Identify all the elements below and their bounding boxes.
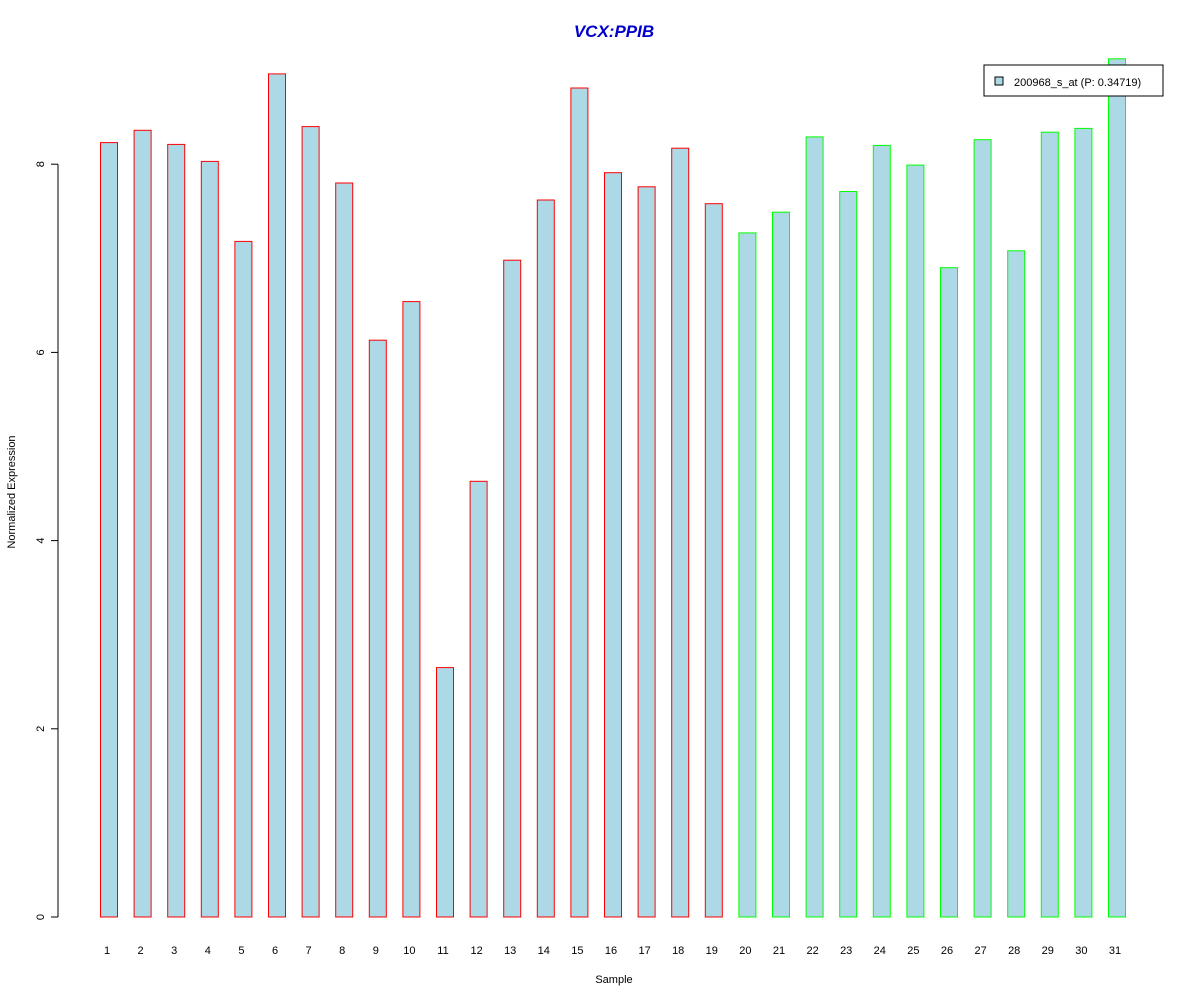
bar-sample-26 <box>940 267 958 918</box>
chart-title: VCX:PPIB <box>574 22 654 41</box>
y-axis: 0 2 4 6 8 <box>35 161 59 920</box>
bar-sample-24 <box>872 144 891 918</box>
bars-group <box>100 58 1126 918</box>
bar-sample-16 <box>604 172 622 918</box>
bar-sample-2 <box>133 129 152 918</box>
x-tick-label: 30 <box>1075 945 1087 957</box>
y-axis-label: Normalized Expression <box>6 435 18 548</box>
x-tick-label: 28 <box>1008 945 1020 957</box>
x-tick-label: 29 <box>1042 945 1054 957</box>
x-tick-label: 1 <box>104 945 110 957</box>
bar-sample-17 <box>637 186 656 918</box>
bar-sample-31 <box>1108 58 1126 918</box>
bar-sample-30 <box>1074 127 1093 918</box>
x-tick-label: 11 <box>437 945 448 957</box>
x-tick-label: 15 <box>571 945 583 957</box>
x-tick-label: 24 <box>874 945 886 957</box>
y-tick-label: 4 <box>35 538 47 544</box>
bar-sample-23 <box>839 191 858 918</box>
bar-sample-22 <box>805 136 824 918</box>
legend-swatch <box>994 76 1004 86</box>
x-tick-label: 9 <box>373 945 379 957</box>
y-tick-label: 8 <box>35 161 47 167</box>
x-tick-label: 5 <box>238 945 244 957</box>
x-tick-label: 18 <box>672 945 684 957</box>
legend-label: 200968_s_at (P: 0.34719) <box>1014 77 1141 89</box>
x-tick-label: 3 <box>171 945 177 957</box>
x-tick-label: 6 <box>272 945 278 957</box>
bar-sample-28 <box>1007 250 1026 918</box>
x-tick-label: 27 <box>974 945 986 957</box>
x-tick-label: 14 <box>538 945 550 957</box>
x-tick-label: 22 <box>806 945 818 957</box>
bar-sample-25 <box>906 164 925 918</box>
bar-sample-9 <box>368 339 387 918</box>
bar-sample-12 <box>469 480 488 918</box>
bar-sample-5 <box>234 240 253 918</box>
bar-sample-15 <box>570 87 589 918</box>
x-tick-label: 23 <box>840 945 852 957</box>
x-tick-label: 7 <box>306 945 312 957</box>
x-tick-label: 16 <box>605 945 617 957</box>
x-tick-label: 8 <box>339 945 345 957</box>
bar-sample-6 <box>268 73 286 918</box>
y-tick-label: 0 <box>35 914 47 920</box>
bar-sample-27 <box>973 139 992 918</box>
legend: 200968_s_at (P: 0.34719) <box>983 64 1164 97</box>
bar-sample-19 <box>704 203 723 918</box>
bar-sample-7 <box>301 126 320 918</box>
legend-box <box>983 64 1164 97</box>
bar-sample-20 <box>738 232 757 918</box>
x-tick-label: 26 <box>941 945 953 957</box>
x-tick-labels: 1 2 3 4 5 6 7 8 9 10 11 12 13 14 15 16 17 18 19 20 21 22 23 24 2… <box>104 945 1121 957</box>
y-tick-label: 6 <box>35 349 47 355</box>
bar-sample-29 <box>1040 131 1059 918</box>
bar-sample-13 <box>503 259 522 918</box>
bar-sample-11 <box>436 667 454 918</box>
bar-sample-4 <box>200 160 219 918</box>
x-tick-label: 13 <box>504 945 516 957</box>
x-tick-label: 12 <box>470 945 482 957</box>
bar-sample-10 <box>402 301 421 918</box>
bar-sample-1 <box>100 142 118 918</box>
bar-sample-14 <box>536 199 555 918</box>
x-tick-label: 17 <box>638 945 650 957</box>
bar-sample-18 <box>671 147 690 918</box>
bar-sample-3 <box>167 143 186 918</box>
x-tick-label: 25 <box>907 945 919 957</box>
x-tick-label: 10 <box>403 945 415 957</box>
x-tick-label: 2 <box>138 945 144 957</box>
x-tick-label: 19 <box>706 945 718 957</box>
x-axis-label: Sample <box>595 974 632 986</box>
x-tick-label: 31 <box>1109 945 1121 957</box>
x-tick-label: 20 <box>739 945 751 957</box>
bar-sample-21 <box>772 211 790 918</box>
y-tick-label: 2 <box>35 726 47 732</box>
bar-sample-8 <box>335 182 354 918</box>
x-tick-label: 4 <box>205 945 211 957</box>
x-tick-label: 21 <box>773 945 785 957</box>
